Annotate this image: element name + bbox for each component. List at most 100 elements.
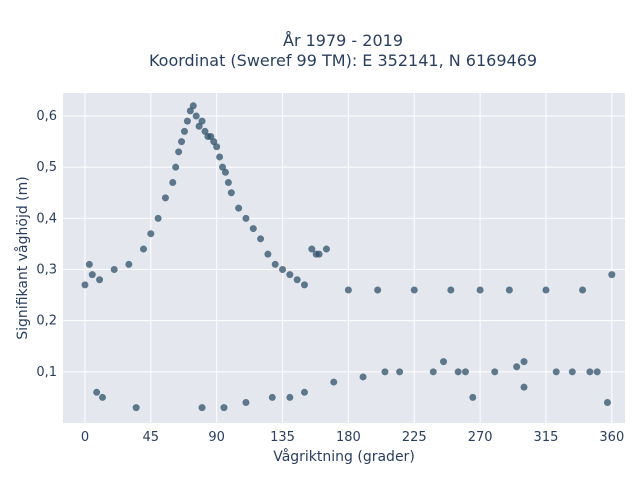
x-tick-label: 180 — [336, 430, 361, 445]
data-point — [186, 107, 194, 115]
data-point — [410, 286, 418, 294]
data-point — [491, 368, 499, 376]
data-point — [568, 368, 576, 376]
data-point — [198, 404, 206, 412]
x-tick-label: 225 — [402, 430, 427, 445]
data-point — [505, 286, 513, 294]
data-point — [286, 393, 294, 401]
data-point — [271, 260, 279, 268]
data-point — [125, 260, 133, 268]
data-point — [110, 266, 118, 274]
data-point — [447, 286, 455, 294]
data-point — [242, 399, 250, 407]
x-tick-label: 360 — [599, 430, 624, 445]
data-point — [93, 388, 101, 396]
data-point — [312, 250, 320, 258]
data-point — [99, 393, 107, 401]
data-point — [220, 404, 228, 412]
data-point — [147, 230, 155, 238]
data-point — [330, 378, 338, 386]
data-point — [249, 225, 257, 233]
x-tick-label: 270 — [468, 430, 493, 445]
data-point — [96, 276, 104, 284]
data-point — [195, 122, 203, 130]
data-point — [322, 245, 330, 253]
data-point — [154, 214, 162, 222]
data-point — [513, 363, 521, 371]
data-point — [593, 368, 601, 376]
data-point — [242, 214, 250, 222]
grid-lines — [63, 93, 625, 423]
data-point — [198, 117, 206, 125]
data-point — [374, 286, 382, 294]
data-point — [520, 358, 528, 366]
data-point — [429, 368, 437, 376]
chart-subtitle: Koordinat (Sweref 99 TM): E 352141, N 61… — [149, 51, 537, 70]
data-point — [219, 163, 227, 171]
data-point — [178, 138, 186, 146]
data-point — [207, 132, 215, 140]
data-point — [300, 281, 308, 289]
data-point — [210, 138, 218, 146]
chart-title: År 1979 - 2019 — [283, 31, 403, 50]
data-point — [161, 194, 169, 202]
data-point — [85, 260, 93, 268]
data-point — [469, 393, 477, 401]
data-point — [201, 127, 209, 135]
data-point — [286, 271, 294, 279]
data-point — [381, 368, 389, 376]
data-point — [461, 368, 469, 376]
data-point — [227, 189, 235, 197]
data-point — [257, 235, 265, 243]
data-point — [359, 373, 367, 381]
x-axis-title: Vågriktning (grader) — [273, 448, 415, 465]
x-ticks: 0 45 90 135 180 225 270 315 360 — [81, 430, 624, 445]
data-point — [308, 245, 316, 253]
plot-area — [63, 93, 625, 423]
data-point — [224, 179, 232, 187]
data-point — [213, 143, 221, 151]
data-point — [180, 127, 188, 135]
data-point — [192, 112, 200, 120]
data-point — [81, 281, 89, 289]
data-point — [264, 250, 272, 258]
data-point — [183, 117, 191, 125]
data-point — [396, 368, 404, 376]
data-point — [139, 245, 147, 253]
x-tick-label: 0 — [81, 430, 89, 445]
data-points — [81, 102, 616, 412]
x-tick-label: 135 — [270, 430, 295, 445]
data-point — [172, 163, 180, 171]
data-point — [344, 286, 352, 294]
data-point — [579, 286, 587, 294]
data-point — [268, 393, 276, 401]
y-tick-label: 0,1 — [36, 365, 57, 380]
data-point — [300, 388, 308, 396]
data-point — [476, 286, 484, 294]
y-ticks: 0,1 0,2 0,3 0,4 0,5 0,6 — [36, 109, 57, 380]
data-point — [169, 179, 177, 187]
data-point — [221, 168, 229, 176]
data-point — [132, 404, 140, 412]
y-axis-title: Signifikant våghöjd (m) — [14, 176, 31, 339]
y-tick-label: 0,5 — [36, 160, 57, 175]
data-point — [552, 368, 560, 376]
x-tick-label: 90 — [208, 430, 225, 445]
y-tick-label: 0,2 — [36, 314, 57, 329]
data-point — [520, 383, 528, 391]
data-point — [216, 153, 224, 161]
y-tick-label: 0,3 — [36, 263, 57, 278]
data-point — [542, 286, 550, 294]
data-point — [440, 358, 448, 366]
data-point — [189, 102, 197, 110]
data-point — [586, 368, 594, 376]
data-point — [279, 266, 287, 274]
data-point — [603, 399, 611, 407]
x-tick-label: 315 — [534, 430, 559, 445]
data-point — [293, 276, 301, 284]
data-point — [608, 271, 616, 279]
x-tick-label: 45 — [143, 430, 160, 445]
data-point — [175, 148, 183, 156]
y-tick-label: 0,4 — [36, 211, 57, 226]
